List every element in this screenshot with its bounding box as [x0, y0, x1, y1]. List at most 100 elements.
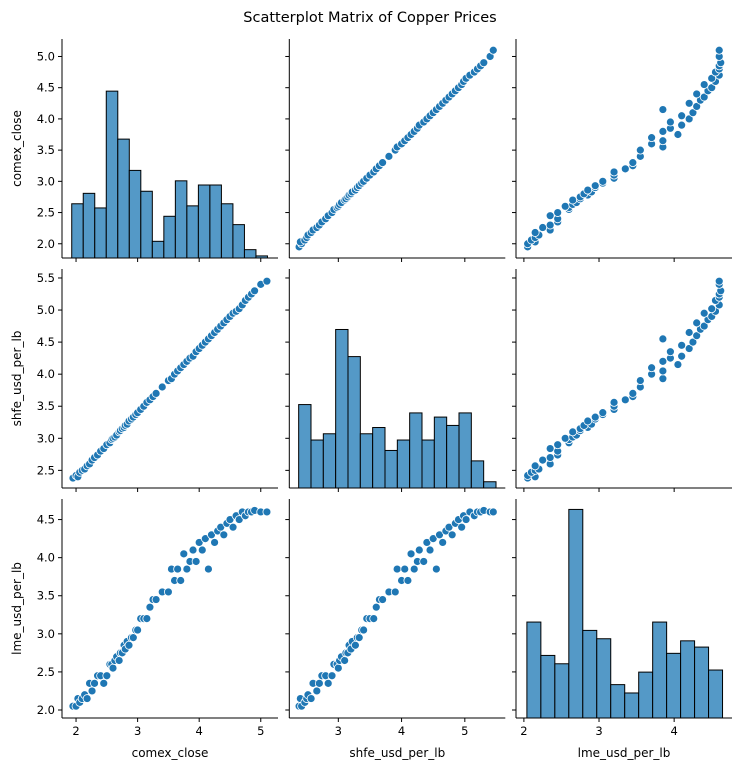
x-tick-label: 5	[257, 724, 264, 738]
scatter-point	[378, 595, 387, 604]
panel-shfe_usd_per_lb-vs-lme_usd_per_lb	[512, 269, 732, 492]
scatter-point	[538, 223, 548, 232]
panel-shfe_usd_per_lb-vs-shfe_usd_per_lb	[285, 269, 506, 492]
histogram-bar	[666, 652, 682, 719]
scatter-point	[658, 374, 668, 384]
histogram-bar	[151, 240, 165, 259]
scatter-point	[369, 614, 379, 623]
scatter-point	[479, 58, 489, 68]
histogram-bar	[458, 412, 472, 489]
scatter-point	[406, 549, 416, 559]
scatter-point	[250, 286, 260, 296]
scatter-point	[658, 334, 668, 344]
x-tick-label: 4	[196, 724, 203, 738]
scatter-point	[658, 105, 668, 114]
scatter-point	[392, 564, 402, 574]
scatter-point	[457, 522, 467, 532]
y-tick-label: 4.5	[37, 335, 55, 349]
scatter-point	[435, 530, 444, 540]
scatter-point	[530, 228, 540, 237]
scatter-point	[658, 366, 668, 376]
scatter-point	[354, 633, 364, 643]
scatter-point	[560, 433, 570, 443]
scatter-point	[545, 453, 555, 462]
scatter-point	[590, 412, 600, 422]
scatter-point	[699, 321, 709, 331]
histogram-bar	[220, 203, 234, 259]
scatter-point	[692, 89, 702, 99]
scatter-point	[553, 208, 563, 217]
histogram-bar	[359, 433, 374, 489]
scatter-point	[82, 694, 92, 703]
scatter-point	[658, 136, 668, 146]
histogram-bar	[638, 671, 654, 719]
histogram-bar	[624, 692, 640, 719]
scatter-point	[714, 45, 724, 55]
histogram-bar	[298, 404, 312, 489]
scatter-point	[677, 111, 687, 121]
histogram-bar	[446, 424, 460, 489]
scatter-point	[163, 587, 173, 597]
scatter-point	[635, 376, 645, 385]
histogram-bar	[94, 207, 107, 259]
y-tick-label: 3.0	[37, 174, 55, 188]
panel-shfe_usd_per_lb-vs-comex_close: 2.5 3.0 3.5 4.0 4.5 5.0 5.5 shfe_usd_per_lb	[10, 269, 278, 492]
scatter-point	[157, 382, 167, 392]
scatter-point	[179, 549, 189, 559]
scatter-point	[488, 45, 498, 55]
scatter-point	[87, 686, 97, 696]
x-axis-label: comex_close	[132, 746, 209, 760]
scatter-point	[673, 130, 683, 139]
y-tick-label: 4.0	[37, 367, 55, 381]
panel-lme_usd_per_lb-vs-lme_usd_per_lb: 2 3 4 lme_usd_per_lb	[512, 499, 732, 760]
scatter-point	[99, 678, 109, 688]
scatter-point	[431, 564, 441, 574]
scatter-point	[553, 440, 563, 450]
histogram-bar	[652, 621, 668, 719]
y-axis-label: shfe_usd_per_lb	[10, 331, 24, 427]
histogram-bar	[372, 427, 386, 489]
scatter-point	[545, 211, 555, 221]
scatter-point	[210, 538, 219, 547]
y-tick-label: 2.0	[37, 237, 55, 251]
scatter-point	[530, 461, 540, 471]
y-tick-label: 2.5	[37, 463, 55, 477]
scatter-point	[688, 337, 698, 347]
y-tick-label: 3.0	[37, 627, 55, 641]
panel-comex_close-vs-shfe_usd_per_lb	[285, 39, 506, 262]
histogram-bar	[322, 433, 337, 489]
scatter-point	[684, 344, 694, 353]
scatter-point	[133, 625, 143, 635]
histogram-bar	[396, 439, 411, 489]
scatter-point	[692, 331, 702, 341]
histogram-bar	[197, 184, 211, 259]
y-tick-label: 4.5	[37, 513, 55, 527]
scatter-point	[90, 678, 99, 688]
scatter-point	[182, 564, 192, 574]
scatter-point	[673, 360, 683, 369]
scatter-point	[384, 151, 394, 161]
y-tick-label: 4.5	[37, 81, 55, 95]
y-tick-label: 2.5	[37, 665, 55, 679]
histogram-bar	[409, 412, 423, 489]
scatter-point	[400, 564, 410, 574]
scatter-point	[378, 158, 387, 168]
x-tick-label: 3	[134, 724, 141, 738]
scatter-point	[568, 195, 578, 205]
histogram-bar	[554, 663, 570, 719]
scatter-point	[598, 176, 608, 186]
scatter-point	[677, 120, 687, 130]
scatter-point	[314, 678, 324, 688]
histogram-bar	[243, 249, 257, 259]
histogram-bar	[347, 356, 361, 489]
x-tick-label: 5	[461, 724, 468, 738]
scatter-point	[598, 408, 608, 418]
scatter-point	[262, 507, 272, 517]
scatter-point	[684, 98, 694, 108]
scatter-point	[538, 455, 548, 465]
histogram-bar	[540, 654, 556, 719]
histogram-bar	[483, 481, 497, 489]
scatter-point	[350, 640, 360, 650]
y-tick-label: 5.5	[37, 271, 55, 285]
